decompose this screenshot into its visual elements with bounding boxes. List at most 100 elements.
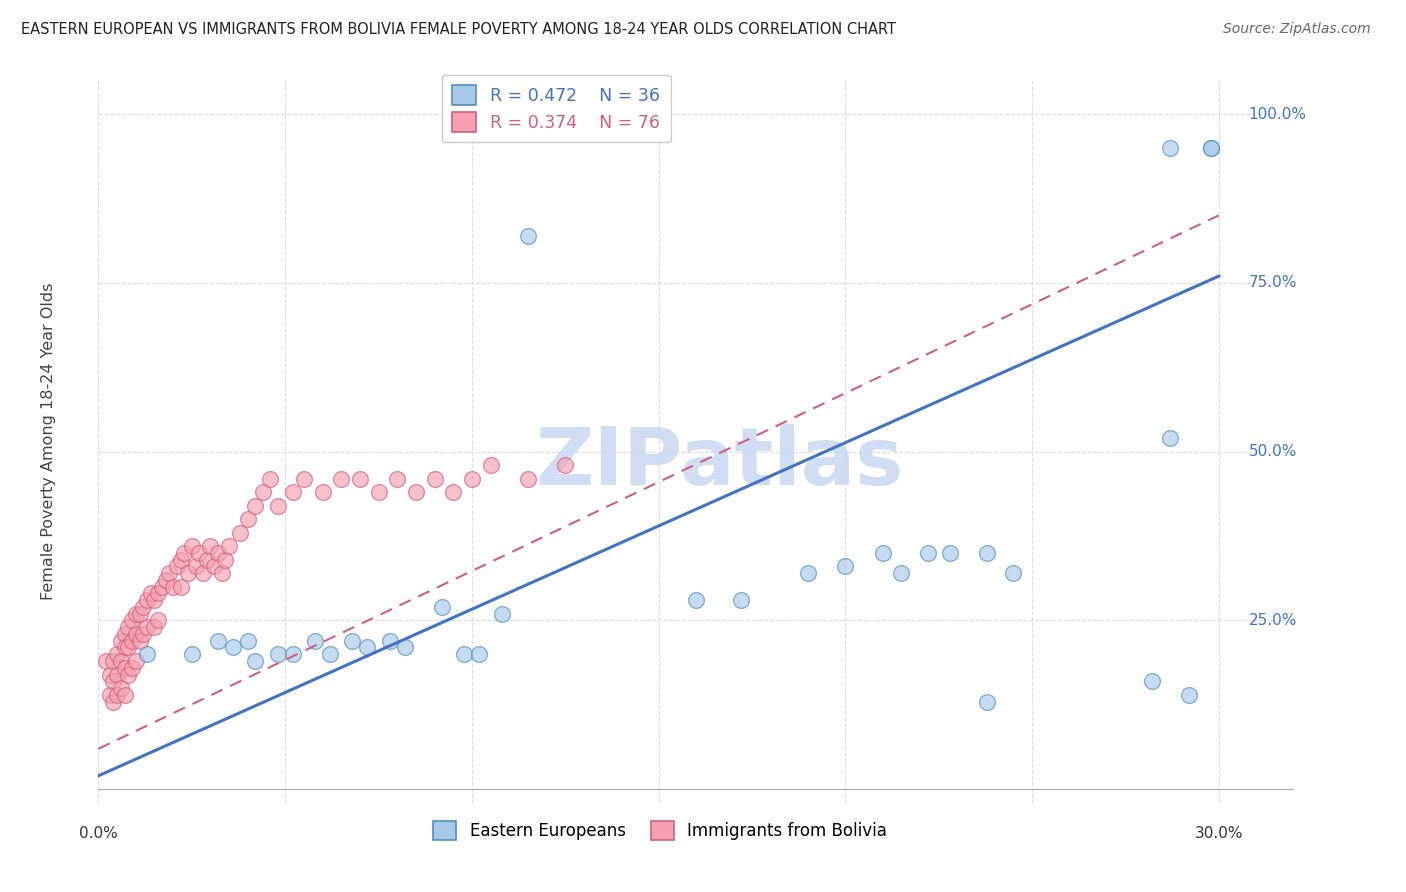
Point xyxy=(378,633,401,648)
Point xyxy=(121,633,143,648)
Point xyxy=(180,539,202,553)
Point xyxy=(125,627,148,641)
Point xyxy=(191,566,214,581)
Point xyxy=(491,607,513,621)
Point xyxy=(136,647,159,661)
Point xyxy=(1201,141,1223,155)
Point xyxy=(98,688,121,702)
Text: ZIPatlas: ZIPatlas xyxy=(536,425,904,502)
Point xyxy=(202,559,225,574)
Point xyxy=(939,546,962,560)
Point xyxy=(267,499,290,513)
Point xyxy=(267,647,290,661)
Point xyxy=(516,228,538,243)
Point xyxy=(349,472,371,486)
Point xyxy=(479,458,502,472)
Point xyxy=(157,566,180,581)
Point xyxy=(169,580,191,594)
Point xyxy=(685,593,707,607)
Point xyxy=(105,688,128,702)
Point xyxy=(367,485,389,500)
Point xyxy=(117,620,139,634)
Point xyxy=(330,472,353,486)
Point xyxy=(166,559,188,574)
Point xyxy=(304,633,326,648)
Point xyxy=(117,640,139,655)
Point xyxy=(259,472,281,486)
Point xyxy=(1002,566,1025,581)
Point xyxy=(797,566,820,581)
Point xyxy=(125,607,148,621)
Point xyxy=(114,640,136,655)
Point xyxy=(890,566,912,581)
Point xyxy=(245,499,267,513)
Point xyxy=(103,674,125,689)
Point xyxy=(136,593,159,607)
Point xyxy=(468,647,491,661)
Legend: Eastern Europeans, Immigrants from Bolivia: Eastern Europeans, Immigrants from Boliv… xyxy=(425,813,896,848)
Point xyxy=(110,681,132,695)
Point xyxy=(356,640,378,655)
Point xyxy=(441,485,464,500)
Point xyxy=(121,614,143,628)
Point xyxy=(148,614,170,628)
Point xyxy=(730,593,752,607)
Point xyxy=(200,539,222,553)
Point xyxy=(105,647,128,661)
Point xyxy=(1159,431,1181,445)
Text: Female Poverty Among 18-24 Year Olds: Female Poverty Among 18-24 Year Olds xyxy=(41,283,56,600)
Point xyxy=(218,539,240,553)
Point xyxy=(98,667,121,681)
Point xyxy=(207,546,229,560)
Point xyxy=(917,546,939,560)
Point xyxy=(105,667,128,681)
Point xyxy=(319,647,342,661)
Point xyxy=(184,559,207,574)
Point xyxy=(143,620,166,634)
Point xyxy=(148,586,170,600)
Point xyxy=(177,566,200,581)
Point xyxy=(1140,674,1163,689)
Point xyxy=(292,472,315,486)
Point xyxy=(103,694,125,708)
Point xyxy=(180,647,202,661)
Point xyxy=(207,633,229,648)
Point xyxy=(281,647,304,661)
Point xyxy=(195,552,218,566)
Text: 0.0%: 0.0% xyxy=(79,826,118,841)
Text: 25.0%: 25.0% xyxy=(1249,613,1298,628)
Point xyxy=(236,633,259,648)
Point xyxy=(117,667,139,681)
Text: 30.0%: 30.0% xyxy=(1195,826,1243,841)
Point xyxy=(394,640,416,655)
Point xyxy=(114,661,136,675)
Point xyxy=(236,512,259,526)
Point xyxy=(1159,141,1181,155)
Text: Source: ZipAtlas.com: Source: ZipAtlas.com xyxy=(1223,22,1371,37)
Point xyxy=(173,546,195,560)
Point xyxy=(121,661,143,675)
Point xyxy=(554,458,576,472)
Point xyxy=(281,485,304,500)
Point xyxy=(103,654,125,668)
Point xyxy=(188,546,211,560)
Point xyxy=(405,485,427,500)
Point xyxy=(453,647,475,661)
Point xyxy=(155,573,177,587)
Point xyxy=(311,485,333,500)
Point xyxy=(139,586,162,600)
Point xyxy=(461,472,484,486)
Point xyxy=(136,620,159,634)
Point xyxy=(150,580,173,594)
Point xyxy=(834,559,856,574)
Point xyxy=(872,546,894,560)
Point xyxy=(229,525,252,540)
Point xyxy=(162,580,184,594)
Point xyxy=(169,552,191,566)
Point xyxy=(114,627,136,641)
Point xyxy=(1201,141,1223,155)
Point xyxy=(1178,688,1201,702)
Point xyxy=(125,654,148,668)
Point xyxy=(976,694,998,708)
Text: EASTERN EUROPEAN VS IMMIGRANTS FROM BOLIVIA FEMALE POVERTY AMONG 18-24 YEAR OLDS: EASTERN EUROPEAN VS IMMIGRANTS FROM BOLI… xyxy=(21,22,896,37)
